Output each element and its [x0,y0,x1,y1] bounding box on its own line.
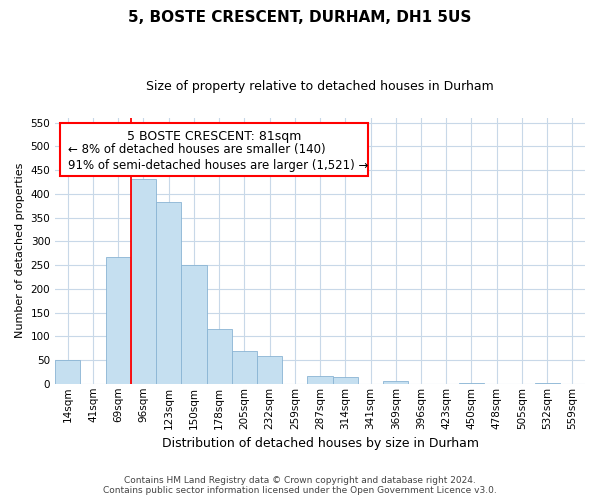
Bar [332,376,358,384]
Bar [55,360,80,384]
Bar [131,178,156,384]
Text: 5, BOSTE CRESCENT, DURHAM, DH1 5US: 5, BOSTE CRESCENT, DURHAM, DH1 5US [128,10,472,25]
Bar [257,356,282,384]
Bar [156,202,181,384]
Bar [459,383,484,384]
Text: 5 BOSTE CRESCENT: 81sqm: 5 BOSTE CRESCENT: 81sqm [127,130,301,142]
Bar [232,350,257,384]
Bar [307,376,332,384]
Text: ← 8% of detached houses are smaller (140): ← 8% of detached houses are smaller (140… [68,143,326,156]
Title: Size of property relative to detached houses in Durham: Size of property relative to detached ho… [146,80,494,93]
Bar [383,382,409,384]
Bar [106,257,131,384]
Text: Contains HM Land Registry data © Crown copyright and database right 2024.
Contai: Contains HM Land Registry data © Crown c… [103,476,497,495]
Bar [206,328,232,384]
Bar [181,264,206,384]
X-axis label: Distribution of detached houses by size in Durham: Distribution of detached houses by size … [161,437,479,450]
FancyBboxPatch shape [61,123,368,176]
Y-axis label: Number of detached properties: Number of detached properties [15,163,25,338]
Text: 91% of semi-detached houses are larger (1,521) →: 91% of semi-detached houses are larger (… [68,159,369,172]
